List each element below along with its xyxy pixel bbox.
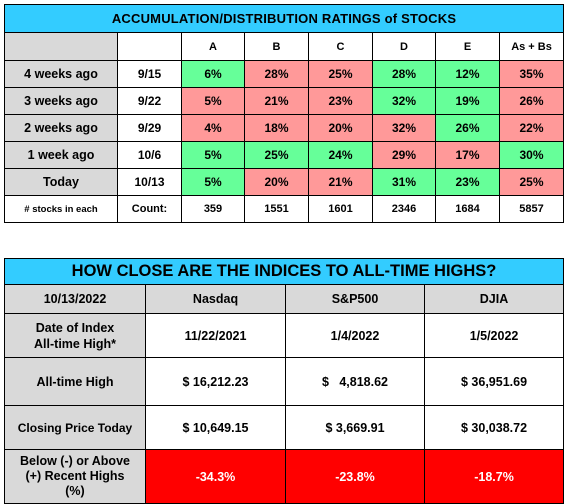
indices-table: HOW CLOSE ARE THE INDICES TO ALL-TIME HI… — [3, 258, 565, 504]
count-cell: 1551 — [244, 195, 309, 223]
column-header-nasdaq: Nasdaq — [145, 284, 286, 314]
row-date: 9/22 — [117, 87, 182, 115]
count-label: Count: — [117, 195, 182, 223]
rating-cell: 23% — [308, 87, 373, 115]
ratings-title: ACCUMULATION/DISTRIBUTION RATINGS of STO… — [3, 4, 565, 33]
count-cell: 2346 — [372, 195, 436, 223]
count-cell: 5857 — [498, 195, 565, 223]
rating-cell: 25% — [498, 168, 565, 196]
rating-cell: 4% — [181, 114, 245, 142]
row-date: 9/15 — [117, 60, 182, 88]
rating-cell: 31% — [372, 168, 436, 196]
column-header-as-bs: As + Bs — [498, 32, 565, 61]
table-row: 4 weeks ago 9/15 6% 28% 25% 28% 12% 35% — [4, 60, 565, 88]
column-header-c: C — [308, 32, 373, 61]
rating-cell: 5% — [181, 168, 245, 196]
column-header-djia: DJIA — [423, 284, 565, 314]
row-label-pct: Below (-) or Above (+) Recent Highs (%) — [4, 449, 146, 504]
table-row: All-time High $ 16,212.23 $ 4,818.62 $ 3… — [4, 357, 565, 406]
pct-cell: -23.8% — [285, 449, 425, 504]
label-line: (+) Recent Highs — [25, 469, 125, 483]
rating-cell: 19% — [435, 87, 500, 115]
table-row: Below (-) or Above (+) Recent Highs (%) … — [4, 449, 565, 504]
rating-cell: 29% — [372, 141, 436, 169]
value-cell: $ 3,669.91 — [285, 405, 425, 450]
value-cell: $ 36,951.69 — [423, 357, 565, 406]
count-cell: 1601 — [308, 195, 373, 223]
rating-cell: 35% — [498, 60, 565, 88]
value-cell: 1/5/2022 — [423, 313, 565, 358]
row-date: 10/13 — [117, 168, 182, 196]
rating-cell: 21% — [244, 87, 309, 115]
table-row: 2 weeks ago 9/29 4% 18% 20% 32% 26% 22% — [4, 114, 565, 142]
header-empty-date — [117, 32, 182, 61]
rating-cell: 21% — [308, 168, 373, 196]
count-row-label: # stocks in each — [4, 195, 118, 223]
rating-cell: 6% — [181, 60, 245, 88]
column-header-a: A — [181, 32, 245, 61]
label-line: Below (-) or Above — [20, 454, 130, 468]
table-row: Closing Price Today $ 10,649.15 $ 3,669.… — [4, 405, 565, 450]
value-cell: $ 30,038.72 — [423, 405, 565, 450]
label-line: All-time High* — [34, 336, 116, 351]
rating-cell: 18% — [244, 114, 309, 142]
table-row: 3 weeks ago 9/22 5% 21% 23% 32% 19% 26% — [4, 87, 565, 115]
rating-cell: 26% — [435, 114, 500, 142]
rating-cell: 26% — [498, 87, 565, 115]
indices-title: HOW CLOSE ARE THE INDICES TO ALL-TIME HI… — [3, 258, 565, 285]
rating-cell: 28% — [244, 60, 309, 88]
value-cell: $ 16,212.23 — [145, 357, 286, 406]
row-label-closing: Closing Price Today — [4, 405, 146, 450]
value-cell: $ 10,649.15 — [145, 405, 286, 450]
rating-cell: 22% — [498, 114, 565, 142]
rating-cell: 25% — [308, 60, 373, 88]
rating-cell: 24% — [308, 141, 373, 169]
row-date: 9/29 — [117, 114, 182, 142]
header-empty-label — [4, 32, 118, 61]
column-header-e: E — [435, 32, 500, 61]
row-label: 3 weeks ago — [4, 87, 118, 115]
column-header-d: D — [372, 32, 436, 61]
count-row: # stocks in each Count: 359 1551 1601 23… — [4, 195, 565, 223]
rating-cell: 32% — [372, 114, 436, 142]
table-row: Date of Index All-time High* 11/22/2021 … — [4, 313, 565, 358]
column-header-b: B — [244, 32, 309, 61]
value-cell: 1/4/2022 — [285, 313, 425, 358]
row-label: Today — [4, 168, 118, 196]
pct-cell: -34.3% — [145, 449, 286, 504]
pct-cell: -18.7% — [423, 449, 565, 504]
indices-date: 10/13/2022 — [4, 284, 146, 314]
row-label: 4 weeks ago — [4, 60, 118, 88]
rating-cell: 20% — [244, 168, 309, 196]
row-label: 2 weeks ago — [4, 114, 118, 142]
rating-cell: 5% — [181, 87, 245, 115]
rating-cell: 20% — [308, 114, 373, 142]
table-row: 1 week ago 10/6 5% 25% 24% 29% 17% 30% — [4, 141, 565, 169]
rating-cell: 12% — [435, 60, 500, 88]
value-cell: $ 4,818.62 — [285, 357, 425, 406]
row-label-ath: All-time High — [4, 357, 146, 406]
rating-cell: 30% — [498, 141, 565, 169]
rating-cell: 28% — [372, 60, 436, 88]
table-row: Today 10/13 5% 20% 21% 31% 23% 25% — [4, 168, 565, 196]
rating-cell: 17% — [435, 141, 500, 169]
ratings-table: ACCUMULATION/DISTRIBUTION RATINGS of STO… — [3, 4, 565, 223]
rating-cell: 23% — [435, 168, 500, 196]
count-cell: 359 — [181, 195, 245, 223]
row-label-ath-date: Date of Index All-time High* — [4, 313, 146, 358]
rating-cell: 5% — [181, 141, 245, 169]
row-date: 10/6 — [117, 141, 182, 169]
rating-cell: 32% — [372, 87, 436, 115]
column-header-sp500: S&P500 — [285, 284, 425, 314]
label-line: (%) — [65, 484, 85, 498]
label-line: Date of Index — [35, 320, 115, 335]
count-cell: 1684 — [435, 195, 500, 223]
row-label: 1 week ago — [4, 141, 118, 169]
value-cell: 11/22/2021 — [145, 313, 286, 358]
rating-cell: 25% — [244, 141, 309, 169]
